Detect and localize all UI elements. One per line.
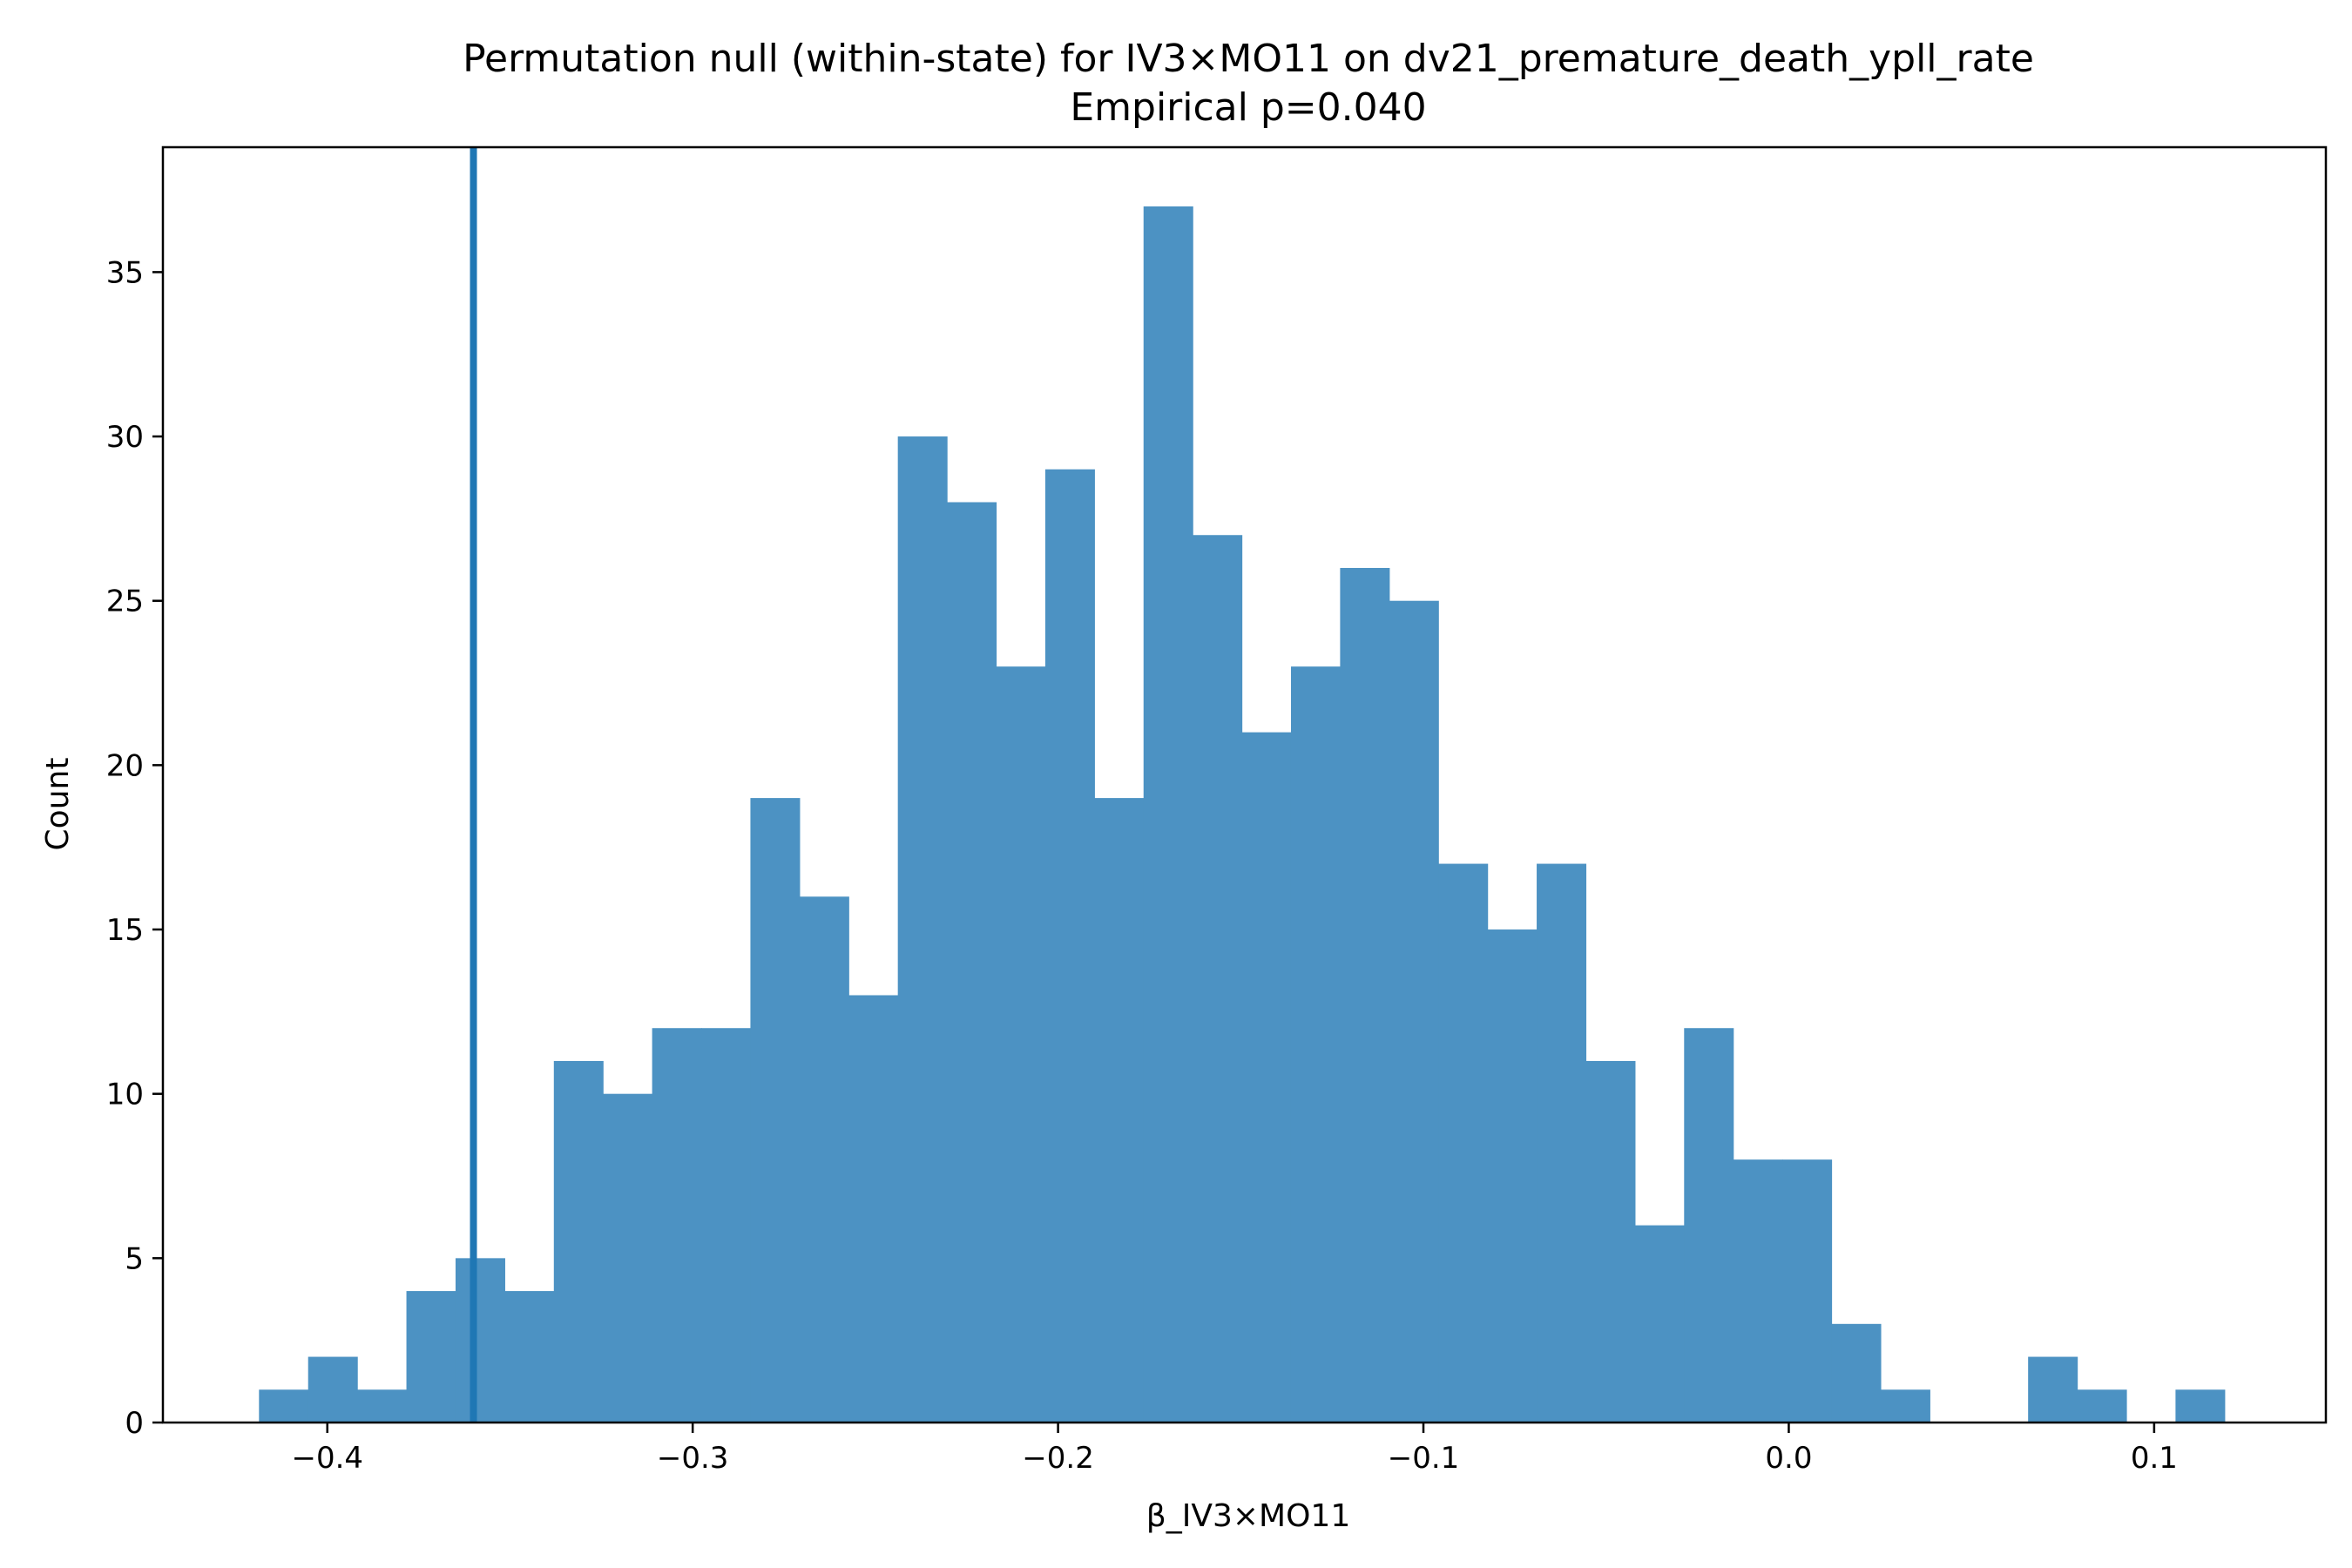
x-tick-label: −0.4 [291, 1441, 363, 1476]
histogram-bar [2028, 1356, 2078, 1423]
histogram-bar [1340, 567, 1390, 1423]
histogram-bar [947, 502, 997, 1423]
histogram-bar [2077, 1389, 2127, 1423]
histogram-bar [1880, 1389, 1930, 1423]
histogram-bar [1094, 798, 1145, 1423]
x-tick-label: −0.1 [1388, 1441, 1460, 1476]
histogram-bar [259, 1389, 309, 1423]
histogram-bar [1143, 206, 1193, 1423]
x-axis-label: β_IV3×MO11 [1146, 1498, 1351, 1534]
y-tick-label: 10 [106, 1078, 144, 1112]
axes-frame [161, 145, 2328, 1424]
histogram-bar [1389, 600, 1439, 1423]
histogram-bar [1782, 1159, 1833, 1423]
histogram-bar [1684, 1028, 1734, 1423]
histogram-bar [1487, 929, 1538, 1423]
y-tick-label: 15 [106, 913, 144, 948]
chart-subtitle: Empirical p=0.040 [1070, 85, 1426, 130]
y-tick-label: 5 [125, 1241, 144, 1276]
histogram-bar [848, 995, 899, 1423]
histogram-bar [455, 1258, 505, 1423]
histogram-bar [750, 798, 801, 1423]
histogram-bar [2175, 1389, 2226, 1423]
x-axis-ticks: −0.4 −0.3 −0.2 −0.1 0.0 0.1 [291, 1423, 2178, 1476]
y-tick-label: 25 [106, 585, 144, 619]
histogram-bar [406, 1291, 456, 1423]
y-axis-label: Count [40, 758, 76, 851]
histogram-bar [1290, 666, 1341, 1423]
histogram-bar [1733, 1159, 1783, 1423]
histogram-bar [799, 896, 849, 1423]
histogram-bar [1585, 1060, 1636, 1423]
histogram-bar [603, 1093, 653, 1423]
histogram-bar [897, 436, 948, 1423]
plot-area: −0.4 −0.3 −0.2 −0.1 0.0 0.1 0 5 10 15 20 25 30 35 [106, 145, 2328, 1476]
histogram-bar [1537, 863, 1587, 1423]
histogram-bars [259, 206, 2226, 1423]
chart-title: Permutation null (within-state) for IV3×… [463, 37, 2034, 81]
histogram-bar [1044, 469, 1095, 1423]
y-tick-label: 30 [106, 420, 144, 455]
histogram-bar [1193, 535, 1243, 1423]
y-axis-ticks: 0 5 10 15 20 25 30 35 [106, 255, 163, 1441]
histogram-bar [652, 1028, 702, 1423]
histogram-bar [1438, 863, 1489, 1423]
histogram-bar [357, 1389, 408, 1423]
x-tick-label: −0.3 [657, 1441, 729, 1476]
x-tick-label: 0.1 [2131, 1441, 2178, 1476]
histogram-bar [553, 1060, 604, 1423]
histogram-bar [996, 666, 1046, 1423]
histogram-bar [1634, 1225, 1685, 1423]
y-tick-label: 20 [106, 748, 144, 783]
histogram-bar [308, 1356, 358, 1423]
y-tick-label: 35 [106, 255, 144, 290]
histogram-bar [1241, 732, 1292, 1423]
histogram-bar [1831, 1323, 1882, 1423]
y-tick-label: 0 [125, 1406, 144, 1441]
x-tick-label: −0.2 [1022, 1441, 1094, 1476]
x-tick-label: 0.0 [1765, 1441, 1812, 1476]
histogram-bar [504, 1291, 555, 1423]
histogram-bar [701, 1028, 752, 1423]
